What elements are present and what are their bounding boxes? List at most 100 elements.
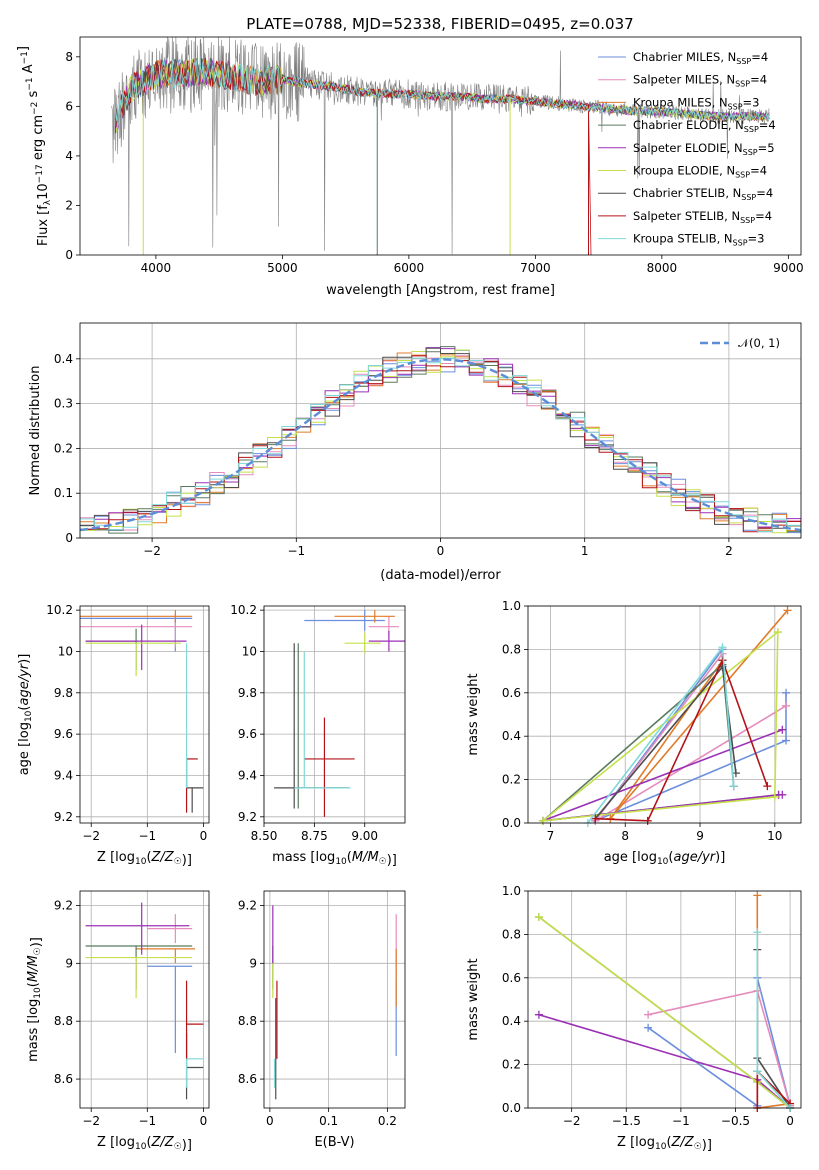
y-tick-label: 0 — [65, 248, 73, 262]
legend-label: Salpeter MILES, NSSP=4 — [633, 73, 767, 89]
x-tick-label: 9.00 — [351, 829, 378, 843]
y-tick-label: 9.2 — [238, 810, 257, 824]
histograms — [80, 346, 801, 538]
y-axis-label: mass weight — [466, 958, 481, 1040]
legend: Chabrier MILES, NSSP=4 Salpeter MILES, NS… — [598, 50, 776, 248]
y-tick-label: 9.6 — [54, 727, 73, 741]
y-tick-label: 8 — [65, 50, 73, 64]
x-tick-label: 8.75 — [301, 829, 328, 843]
legend-label: Chabrier ELODIE, NSSP=4 — [633, 118, 776, 134]
weight-line — [592, 647, 787, 823]
y-tick-label: 8.6 — [54, 1072, 73, 1086]
y-tick-label: 10 — [242, 644, 257, 658]
weight-marker — [753, 1067, 762, 1076]
y-tick-label: 9 — [65, 956, 73, 970]
y-tick-label: 1.0 — [502, 884, 521, 898]
y-tick-label: 0.6 — [502, 971, 521, 985]
weight-marker — [643, 816, 652, 825]
axes-age_vs_Z: −2 −1 0 9.2 9.4 9.6 9.8 10 10.2 — [46, 603, 209, 843]
y-tick-label: 9.4 — [54, 768, 73, 782]
y-tick-label: 0.4 — [54, 352, 73, 366]
y-tick-label: 0.2 — [502, 1058, 521, 1072]
x-tick-label: 2 — [725, 544, 733, 558]
x-axis-label: age [log10(age/yr)] — [604, 850, 726, 867]
weight-marker — [644, 1023, 653, 1032]
weights-mass_weight_vs_age — [538, 606, 792, 827]
y-axis-label: mass [log10(M/M☉)] — [26, 937, 44, 1062]
x-tick-label: −2 — [563, 1114, 581, 1128]
errorbars-mass_vs_EBV — [272, 905, 397, 1100]
y-tick-label: 1.0 — [502, 599, 521, 613]
x-tick-label: 1 — [581, 544, 589, 558]
x-tick-label: 7000 — [520, 261, 551, 275]
weight-marker — [778, 725, 787, 734]
legend-label: Salpeter ELODIE, NSSP=5 — [633, 141, 775, 157]
y-tick-label: 9.2 — [54, 810, 73, 824]
y-tick-label: 8.8 — [54, 1014, 73, 1028]
y-tick-label: 0.0 — [502, 816, 521, 830]
observed-spectrum — [111, 37, 770, 255]
model-spectrum — [115, 58, 770, 129]
axes-frame — [79, 322, 802, 539]
weight-line — [647, 989, 791, 1107]
legend-label: Kroupa MILES, NSSP=3 — [633, 95, 759, 111]
weight-line — [538, 1013, 791, 1109]
x-axis-label: Z [log10(Z/Z☉)] — [617, 1135, 712, 1153]
x-tick-label: 8 — [621, 829, 629, 843]
weight-marker — [783, 606, 792, 615]
x-tick-label: 6000 — [394, 261, 425, 275]
weight-line — [609, 609, 789, 820]
x-tick-label: −2 — [143, 544, 161, 558]
legend-label: Chabrier STELIB, NSSP=4 — [633, 186, 773, 202]
y-axis-label: Flux [fλ10−17 erg cm−2 s−1 A−1] — [16, 46, 53, 246]
y-tick-label: 9.8 — [238, 686, 257, 700]
weight-marker — [753, 928, 762, 937]
x-axis-label: Z [log10(Z/Z☉)] — [97, 850, 192, 868]
y-tick-label: 0.8 — [502, 927, 521, 941]
x-axis-label: mass [log10(M/M☉)] — [272, 850, 397, 868]
axes-frame — [79, 890, 210, 1109]
normal-curve — [80, 358, 801, 532]
legend-label: Salpeter STELIB, NSSP=4 — [633, 209, 772, 225]
weight-line — [594, 651, 787, 822]
y-tick-label: 8.8 — [238, 1014, 257, 1028]
axes-age_vs_mass: 8.50 8.75 9.00 9.2 9.4 9.6 9.8 10 10.2 — [230, 603, 405, 843]
x-tick-label: −1 — [138, 829, 156, 843]
axes-frame — [527, 890, 802, 1109]
x-tick-label: 8000 — [647, 261, 678, 275]
x-axis-label: wavelength [Angstrom, rest frame] — [326, 283, 555, 298]
y-axis-label: mass weight — [466, 673, 481, 755]
weight-marker — [773, 628, 782, 637]
weight-marker — [770, 792, 779, 801]
weight-marker — [763, 782, 772, 791]
y-axis-label: age [log10(age/yr)] — [17, 654, 34, 776]
figure-title: PLATE=0788, MJD=52338, FIBERID=0495, z=0… — [246, 15, 633, 33]
weight-marker — [782, 688, 791, 697]
y-tick-label: 0.6 — [502, 686, 521, 700]
legend-label: 𝒩(0, 1) — [738, 336, 780, 350]
y-tick-label: 10 — [58, 644, 73, 658]
y-tick-label: 8.6 — [238, 1072, 257, 1086]
axes-mass_weight_vs_age: 7 8 9 10 0.0 0.2 0.4 0.6 0.8 1.0 — [502, 599, 801, 843]
axes-frame — [79, 36, 802, 256]
x-tick-label: −1 — [138, 1114, 156, 1128]
weight-line — [540, 631, 779, 822]
axes-mass_weight_vs_Z: −2 −1.5 −1 −0.5 0 0.0 0.2 0.4 0.6 0.8 1.0 — [502, 884, 801, 1128]
x-tick-label: 0 — [200, 1114, 208, 1128]
x-tick-label: 4000 — [141, 261, 172, 275]
x-tick-label: −1 — [287, 544, 305, 558]
errorbars-age_vs_Z — [80, 610, 204, 813]
x-tick-label: 0.1 — [319, 1114, 338, 1128]
x-tick-label: 0 — [200, 829, 208, 843]
weight-marker — [782, 736, 791, 745]
x-axis-label: (data-model)/error — [380, 568, 501, 583]
weight-marker — [718, 656, 727, 665]
errorbars-age_vs_mass — [274, 610, 405, 817]
x-tick-label: −1.5 — [612, 1114, 641, 1128]
y-tick-label: 0 — [65, 531, 73, 545]
y-tick-label: 0.4 — [502, 729, 521, 743]
y-tick-label: 0.3 — [54, 397, 73, 411]
axes-frame — [263, 890, 406, 1109]
y-tick-label: 2 — [65, 198, 73, 212]
y-tick-label: 0.8 — [502, 642, 521, 656]
